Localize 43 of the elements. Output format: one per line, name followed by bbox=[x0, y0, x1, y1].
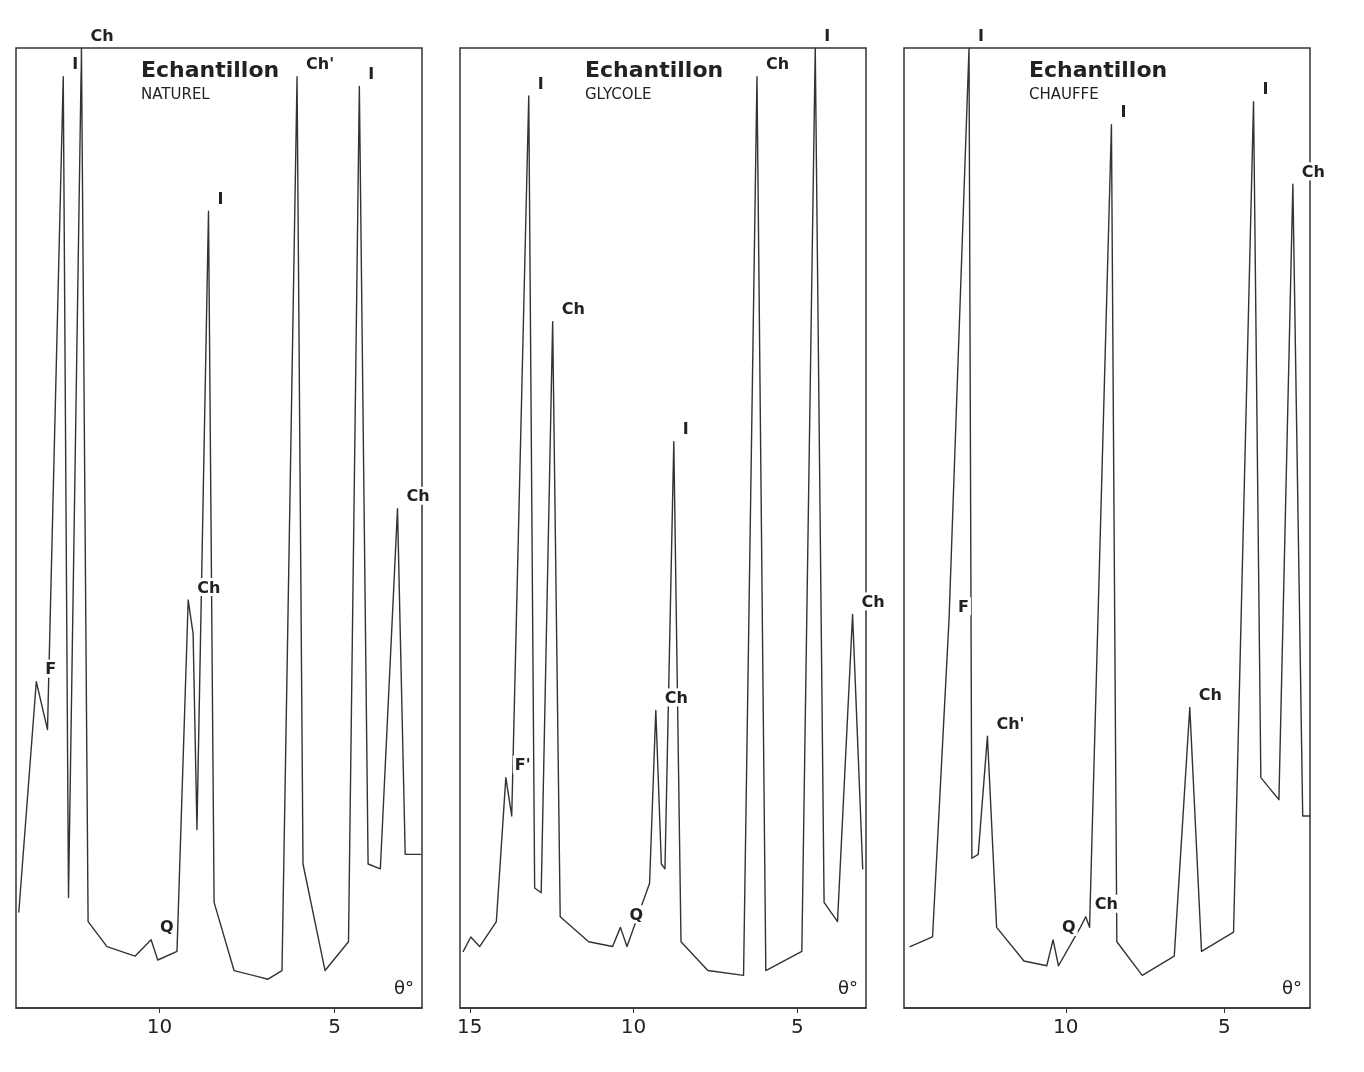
annotation: Q bbox=[629, 904, 644, 924]
annotation: F bbox=[45, 659, 57, 679]
x-tick-label: 5 bbox=[1217, 1014, 1231, 1038]
x-axis-title: θ° bbox=[837, 976, 858, 998]
annotation: I bbox=[1120, 102, 1127, 122]
annotation: I bbox=[537, 73, 544, 93]
x-tick-label: 10 bbox=[146, 1014, 173, 1038]
annotation: Ch' bbox=[306, 54, 335, 74]
annotation: Ch bbox=[861, 591, 885, 611]
text: CHAUFFE bbox=[1029, 84, 1099, 103]
chart-title: Echantillon bbox=[585, 56, 724, 82]
annotation: I bbox=[1262, 79, 1269, 99]
x-axis-title: θ° bbox=[393, 976, 414, 998]
x-axis-title: θ° bbox=[1281, 976, 1302, 998]
annotation: I bbox=[824, 25, 831, 45]
annotation: F bbox=[958, 596, 969, 616]
x-tick-label: 5 bbox=[328, 1014, 341, 1038]
text: GLYCOLE bbox=[585, 84, 652, 103]
annotation: Q bbox=[1062, 917, 1076, 937]
annotation: I bbox=[72, 54, 79, 74]
annotation: Ch bbox=[765, 54, 790, 74]
annotation: Ch bbox=[561, 299, 585, 319]
annotation: Ch' bbox=[996, 713, 1025, 733]
x-tick-label: 10 bbox=[1053, 1014, 1079, 1038]
x-tick-label: 10 bbox=[620, 1014, 647, 1038]
x-tick-label: 5 bbox=[790, 1014, 804, 1038]
annotation: I bbox=[217, 188, 224, 208]
annotation: Ch bbox=[1301, 161, 1326, 181]
annotation: I bbox=[682, 419, 689, 439]
annotation: Ch bbox=[1198, 685, 1222, 705]
annotation: Ch bbox=[90, 25, 114, 45]
annotation: Ch bbox=[197, 577, 221, 597]
annotation: F' bbox=[514, 755, 531, 775]
chart-title: Echantillon bbox=[1029, 56, 1168, 82]
annotation: Ch bbox=[406, 486, 430, 506]
annotation: Ch bbox=[1094, 894, 1118, 914]
text: NATUREL bbox=[141, 84, 211, 103]
annotation: Q bbox=[160, 917, 174, 937]
annotation: Ch bbox=[664, 687, 688, 707]
annotation: I bbox=[978, 25, 984, 45]
annotation: I bbox=[368, 63, 375, 83]
x-tick-label: 15 bbox=[457, 1014, 483, 1038]
chart-title: Echantillon bbox=[141, 56, 280, 82]
